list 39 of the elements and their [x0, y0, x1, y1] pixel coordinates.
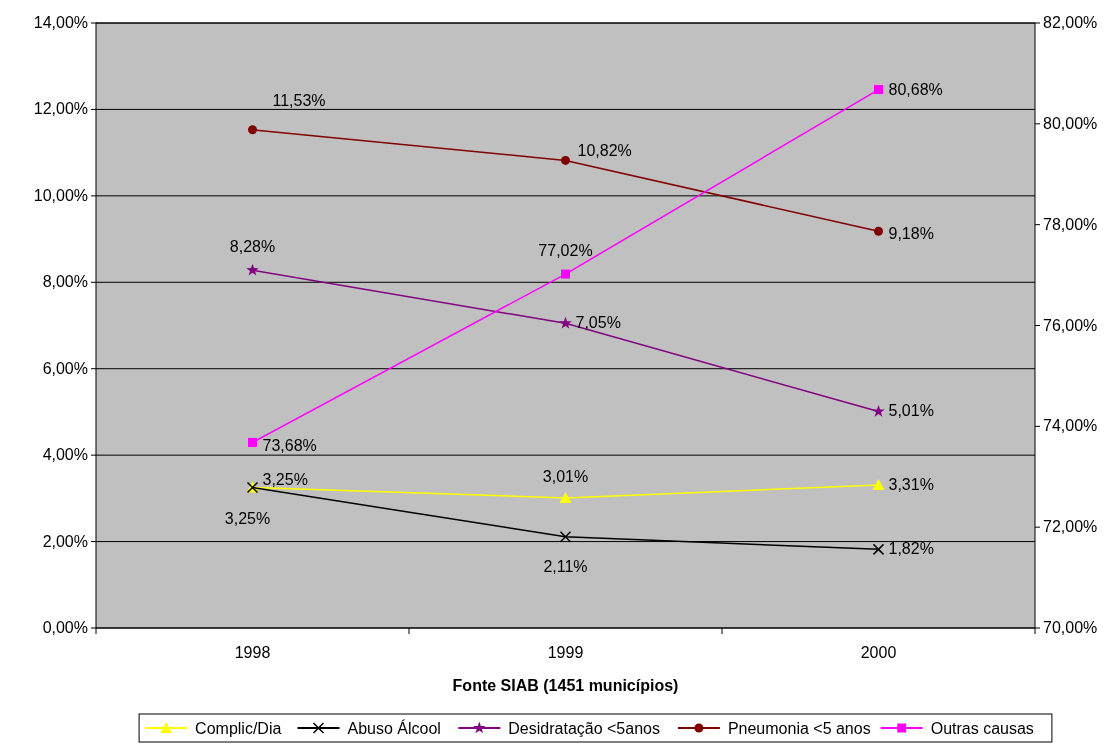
data-label: 80,68%: [888, 80, 943, 98]
y-tick-label: 4,00%: [42, 446, 88, 464]
y-tick-label: 2,00%: [42, 532, 88, 550]
legend-label: Desidratação <5anos: [508, 720, 660, 737]
data-label: 7,05%: [575, 314, 621, 332]
legend-label: Pneumonia <5 anos: [727, 720, 871, 737]
y2-tick-label: 78,00%: [1043, 215, 1098, 233]
data-label: 9,18%: [888, 225, 934, 243]
y2-tick-label: 82,00%: [1043, 14, 1098, 31]
y2-tick-label: 80,00%: [1043, 114, 1098, 132]
data-label: 11,53%: [272, 91, 326, 109]
legend-label: Complic/Dia: [195, 720, 282, 737]
data-label: 2,11%: [543, 557, 588, 575]
data-label: 8,28%: [229, 238, 276, 256]
y2-tick-label: 74,00%: [1043, 417, 1098, 435]
y-tick-label: 14,00%: [33, 14, 88, 31]
x-tick-label: 2000: [860, 644, 897, 661]
y2-tick-label: 76,00%: [1043, 316, 1098, 334]
data-label: 3,01%: [542, 467, 589, 485]
y-tick-label: 6,00%: [42, 359, 88, 377]
y-tick-label: 8,00%: [42, 273, 88, 291]
legend-label: Abuso Álcool: [347, 719, 441, 737]
data-label: 1,82%: [888, 540, 934, 558]
data-label: 3,31%: [888, 475, 934, 493]
data-label: 5,01%: [888, 402, 934, 420]
data-label: 10,82%: [577, 142, 632, 160]
y2-tick-label: 72,00%: [1043, 518, 1098, 536]
legend-label: Outras causas: [930, 720, 1034, 737]
data-label: 3,25%: [262, 470, 308, 488]
y-tick-label: 10,00%: [33, 186, 88, 204]
data-label: 3,25%: [224, 509, 271, 527]
y-tick-label: 0,00%: [42, 619, 88, 636]
x-tick-label: 1998: [234, 644, 271, 661]
y2-tick-label: 70,00%: [1043, 619, 1098, 636]
x-tick-label: 1999: [547, 644, 584, 661]
y-tick-label: 12,00%: [33, 100, 88, 118]
data-label: 77,02%: [538, 242, 593, 260]
data-label: 73,68%: [262, 437, 317, 455]
x-axis-title: Fonte SIAB (1451 municípios): [452, 677, 679, 694]
